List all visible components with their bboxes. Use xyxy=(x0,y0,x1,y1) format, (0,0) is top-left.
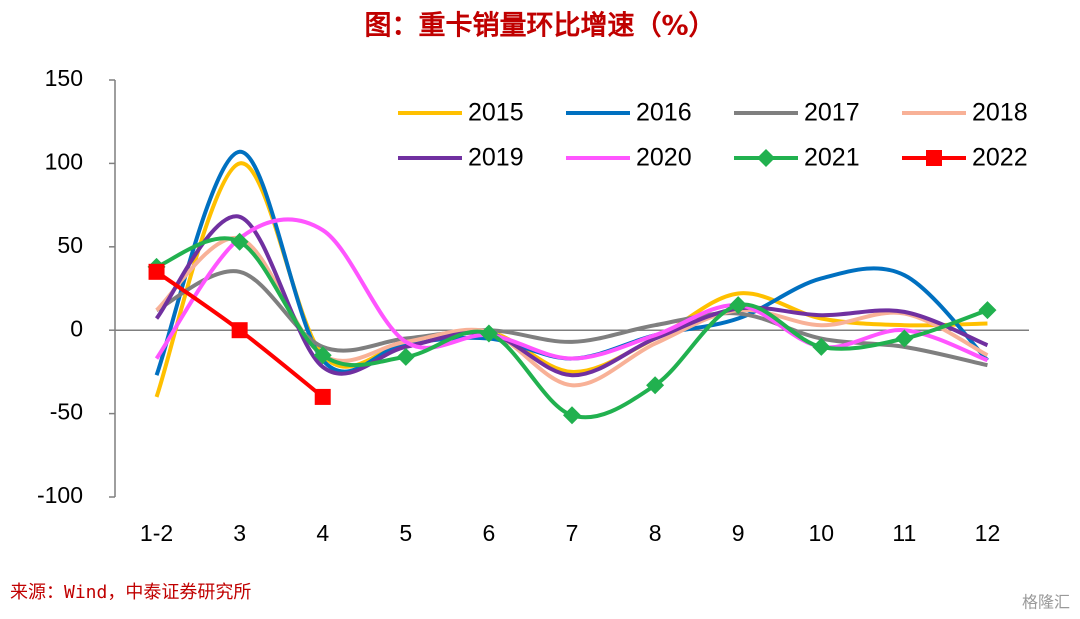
source: 来源：Wind，中泰证券研究所 xyxy=(10,582,251,603)
series-line xyxy=(155,269,988,368)
series-marker xyxy=(812,337,831,356)
x-tick-label: 12 xyxy=(975,520,1001,546)
legend-label: 2019 xyxy=(468,144,524,172)
y-tick-label: -50 xyxy=(50,399,83,425)
legend-label: 2020 xyxy=(636,144,692,172)
watermark: 格隆汇 xyxy=(1022,593,1070,612)
legend-label: 2022 xyxy=(972,144,1028,172)
x-tick-label: 11 xyxy=(892,520,916,546)
series-marker xyxy=(396,347,415,366)
x-tick-label: 3 xyxy=(233,520,246,546)
x-tick-label: 7 xyxy=(566,520,579,546)
y-tick-label: -100 xyxy=(37,482,83,508)
series-marker xyxy=(231,322,248,339)
y-tick-label: 100 xyxy=(45,148,83,174)
series-marker xyxy=(313,346,332,365)
legend-label: 2018 xyxy=(972,99,1028,127)
x-tick-label: 6 xyxy=(483,520,496,546)
legend-label: 2016 xyxy=(636,99,692,127)
series-marker xyxy=(148,263,165,280)
chart-title: 图：重卡销量环比增速（%） xyxy=(364,10,715,42)
legend-label: 2015 xyxy=(468,99,524,127)
series-marker xyxy=(978,301,997,320)
series-marker xyxy=(230,232,249,251)
legend-marker xyxy=(926,150,942,166)
x-tick-label: 9 xyxy=(732,520,745,546)
x-tick-label: 4 xyxy=(316,520,329,546)
legend-label: 2017 xyxy=(804,99,860,127)
x-tick-label: 5 xyxy=(399,520,412,546)
y-tick-label: 50 xyxy=(57,232,83,258)
legend-label: 2021 xyxy=(804,144,860,172)
series-line xyxy=(154,214,989,378)
legend-marker xyxy=(757,149,775,167)
series-marker xyxy=(895,329,914,348)
y-tick-label: 150 xyxy=(45,65,83,91)
series-marker xyxy=(646,376,665,395)
x-tick-label: 1-2 xyxy=(140,520,173,546)
series-line xyxy=(155,236,989,388)
series-marker xyxy=(314,388,331,405)
x-tick-label: 10 xyxy=(808,520,834,546)
x-tick-label: 8 xyxy=(649,520,662,546)
y-tick-label: 0 xyxy=(70,315,83,341)
series-marker xyxy=(479,324,498,343)
series-marker xyxy=(563,406,581,425)
series-marker xyxy=(729,296,748,315)
